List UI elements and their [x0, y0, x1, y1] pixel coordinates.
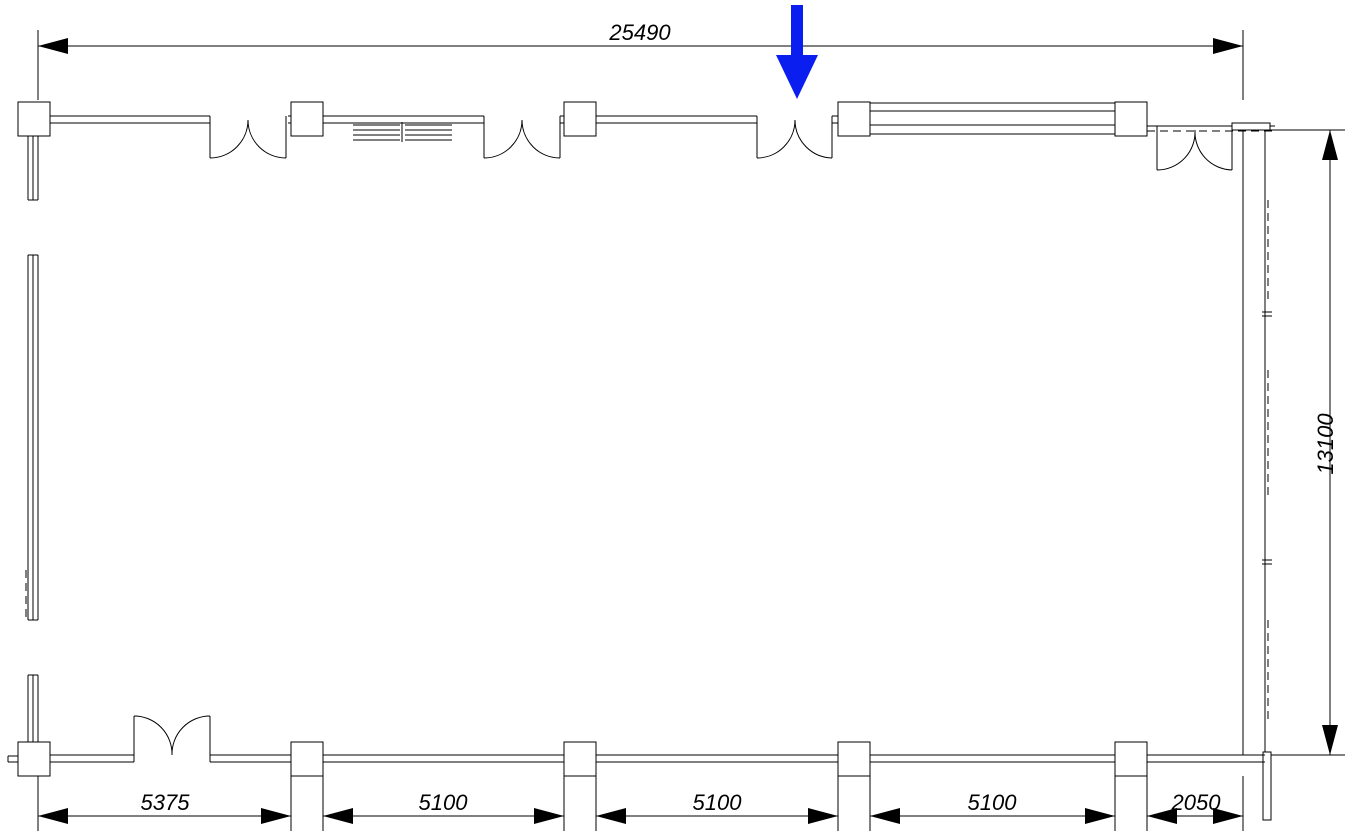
overall-depth-dimension: 13100 — [1255, 129, 1345, 756]
bottom-dimension-chain: 5375 5100 5100 5100 2050 — [37, 776, 1244, 831]
door-top-2 — [483, 116, 561, 159]
column-bottom-4 — [837, 741, 871, 777]
bottom-wall — [7, 754, 1265, 763]
dimension-segment-1: 5375 — [38, 790, 291, 824]
overall-width-label: 25490 — [608, 20, 671, 45]
column-top-1 — [17, 101, 51, 137]
right-wall — [1242, 130, 1272, 821]
column-bottom-5 — [1114, 741, 1148, 777]
dimension-label: 5100 — [968, 790, 1018, 815]
column-bottom-2 — [290, 741, 324, 777]
dimension-segment-4: 5100 — [870, 790, 1115, 824]
dimension-segment-3: 5100 — [596, 790, 838, 824]
top-wall — [50, 102, 1275, 135]
door-top-4 — [1156, 126, 1233, 171]
dim-arrowhead-left — [38, 38, 68, 54]
dimension-label: 5100 — [419, 790, 469, 815]
vent-grille — [353, 122, 452, 142]
dim-arrowhead-right — [1213, 38, 1243, 54]
left-wall — [25, 136, 39, 745]
dimension-segment-5: 2050 — [1147, 790, 1243, 824]
overall-width-dimension: 25490 — [37, 20, 1244, 100]
dim-arrowhead-bottom — [1322, 725, 1338, 755]
column-bottom-1 — [17, 741, 51, 777]
door-top-1 — [209, 116, 287, 159]
door-top-3 — [756, 116, 833, 159]
column-top-2 — [290, 101, 324, 137]
blue-marker-arrow — [776, 5, 818, 99]
dimension-label: 5375 — [141, 790, 191, 815]
door-bottom-1 — [133, 715, 211, 762]
dimension-label: 2050 — [1171, 790, 1222, 815]
dim-arrowhead-top — [1322, 130, 1338, 160]
column-top-3 — [563, 101, 597, 137]
column-bottom-3 — [563, 741, 597, 777]
column-top-5 — [1114, 101, 1148, 137]
overall-depth-label: 13100 — [1313, 413, 1338, 475]
column-top-4 — [837, 101, 871, 137]
dimension-label: 5100 — [693, 790, 743, 815]
dimension-segment-2: 5100 — [323, 790, 564, 824]
